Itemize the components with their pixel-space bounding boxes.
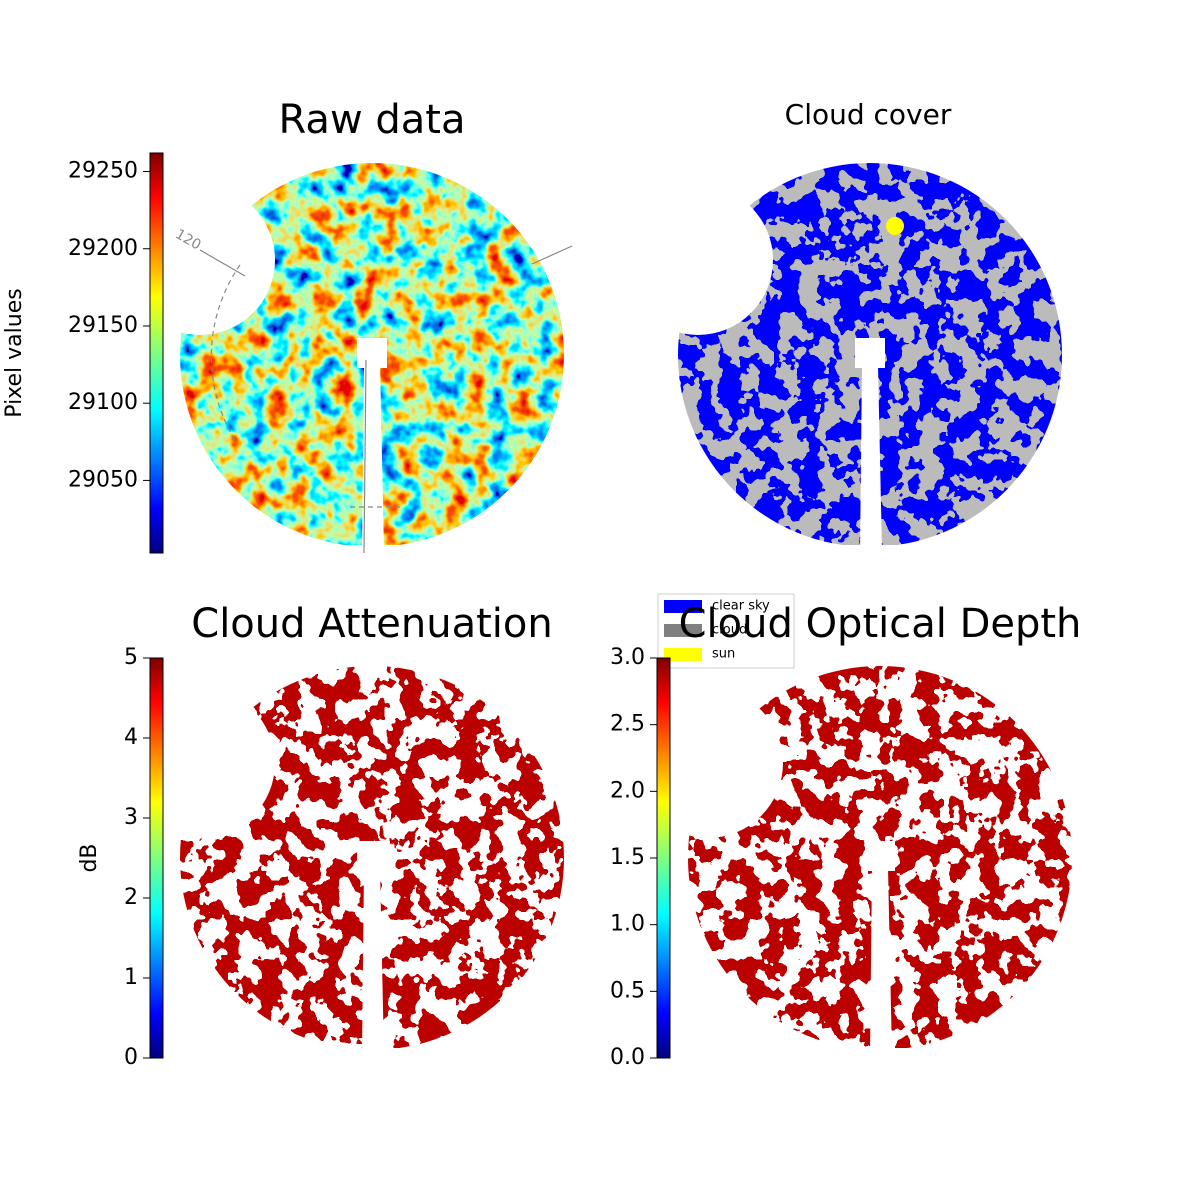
colorbar [149, 152, 164, 554]
colorbar-tick-label: 5 [124, 645, 138, 670]
colorbar-tick-label: 1.0 [610, 912, 645, 937]
colorbar-tick-label: 0 [124, 1045, 138, 1070]
colorbar-tick-label: 1.5 [610, 845, 645, 870]
colorbar-label: Pixel values [2, 288, 27, 417]
image-pixels [688, 666, 1072, 1050]
sun-marker [886, 217, 904, 235]
colorbar-tick-label: 4 [124, 725, 138, 750]
image [688, 666, 1072, 1050]
legend-label: cloud [712, 623, 747, 638]
colorbar-tick-label: 0.5 [610, 978, 645, 1003]
legend-swatch [664, 600, 702, 613]
image [180, 666, 564, 1050]
colorbar-tick-label: 2.5 [610, 712, 645, 737]
legend-swatch [664, 624, 702, 637]
colorbar-tick-label: 2 [124, 885, 138, 910]
colorbar-tick-label: 29100 [68, 390, 138, 415]
colorbar [149, 657, 164, 1059]
image-pixels [678, 163, 1062, 547]
image [678, 163, 1062, 547]
colorbar [656, 657, 671, 1059]
colorbar-tick-label: 3.0 [610, 645, 645, 670]
image-pixels [180, 666, 564, 1050]
colorbar-tick-label: 1 [124, 965, 138, 990]
colorbar-tick-label: 29250 [68, 159, 138, 184]
colorbar-tick-label: 0.0 [610, 1045, 645, 1070]
colorbar-tick-label: 3 [124, 805, 138, 830]
colorbar-label: dB [77, 843, 102, 872]
legend-swatch [664, 648, 702, 661]
panel-title: Cloud cover [785, 98, 952, 131]
polar-grid [199, 245, 573, 554]
colorbar-tick-label: 2.0 [610, 778, 645, 803]
colorbar-tick-label: 29050 [68, 467, 138, 492]
colorbar-tick-label: 29200 [68, 236, 138, 261]
panel-title: Raw data [279, 97, 466, 143]
legend-label: sun [712, 647, 735, 662]
image-pixels [180, 163, 564, 547]
image [180, 163, 564, 547]
panel-title: Cloud Attenuation [191, 601, 552, 647]
legend-label: clear sky [712, 599, 770, 614]
colorbar-tick-label: 29150 [68, 313, 138, 338]
panel-title: Cloud Optical Depth [679, 601, 1082, 647]
